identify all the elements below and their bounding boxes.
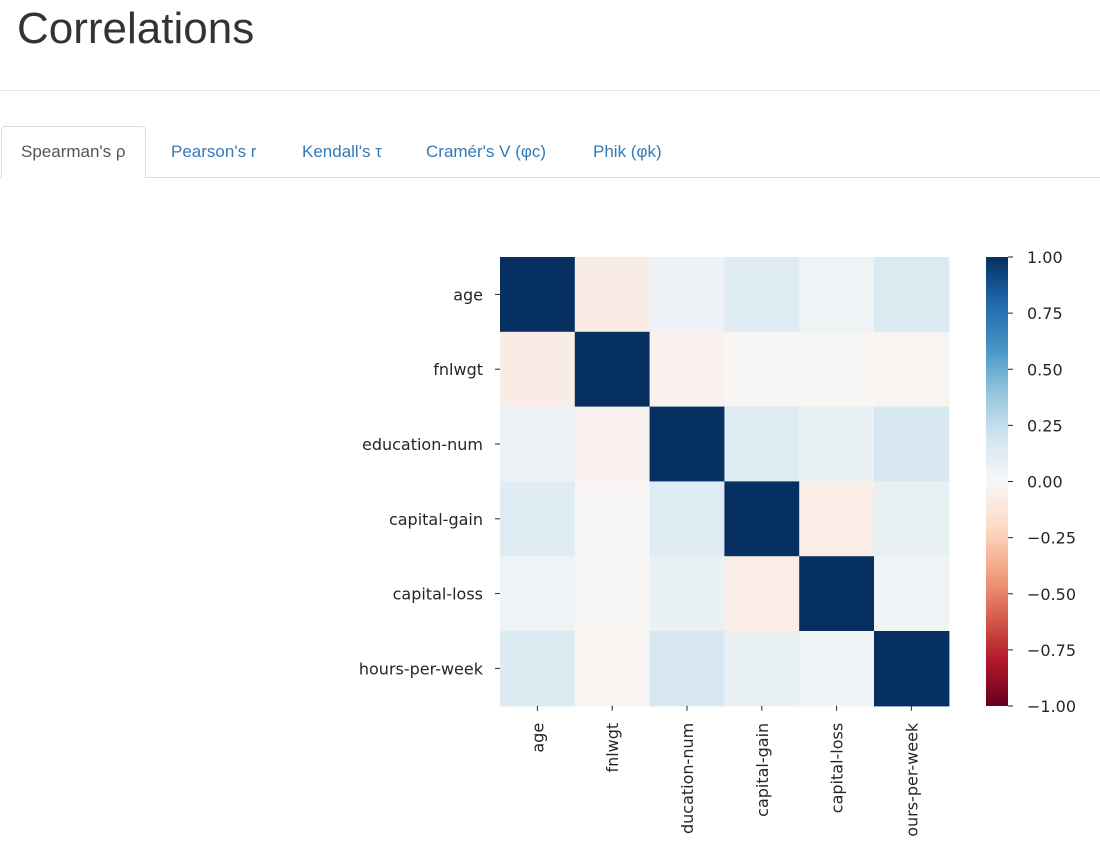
title-divider	[0, 90, 1100, 91]
heatmap-cell-hours-per-week-education-num	[649, 631, 725, 707]
colorbar-tick-label: −0.25	[1027, 529, 1076, 548]
y-tick-label: capital-gain	[389, 510, 483, 529]
tab-phik[interactable]: Phik (φk)	[593, 142, 662, 161]
x-tick-label: capital-gain	[753, 723, 772, 817]
heatmap-cell-hours-per-week-hours-per-week	[874, 631, 950, 707]
heatmap-cell-education-num-age	[500, 406, 576, 482]
tab-cramers-v[interactable]: Cramér's V (φc)	[426, 142, 547, 161]
heatmap-cell-capital-gain-fnlwgt	[574, 481, 651, 557]
x-tick-label: fnlwgt	[603, 723, 622, 773]
colorbar-tick-label: 0.25	[1027, 416, 1063, 435]
y-tick-label: education-num	[362, 435, 483, 454]
heatmap-cell-capital-gain-capital-loss	[799, 481, 875, 557]
heatmap-cell-education-num-education-num	[649, 406, 725, 482]
heatmap-cell-hours-per-week-capital-gain	[724, 631, 800, 707]
x-tick-label: ducation-num	[678, 723, 697, 834]
y-tick-label: fnlwgt	[433, 360, 483, 379]
heatmap-cell-capital-loss-hours-per-week	[874, 556, 950, 632]
heatmap-cell-age-education-num	[649, 257, 725, 333]
heatmap-cell-capital-loss-education-num	[649, 556, 725, 632]
heatmap-cell-education-num-hours-per-week	[874, 406, 950, 482]
tab-kendall[interactable]: Kendall's τ	[302, 142, 382, 161]
heatmap-cell-fnlwgt-hours-per-week	[874, 331, 950, 408]
heatmap-cell-fnlwgt-age	[500, 331, 576, 408]
y-tick-label: hours-per-week	[359, 659, 484, 678]
heatmap-cell-education-num-capital-gain	[724, 406, 800, 482]
colorbar-tick-label: −0.75	[1027, 641, 1076, 660]
heatmap-cell-fnlwgt-capital-gain	[724, 331, 800, 408]
heatmap-cell-capital-gain-hours-per-week	[874, 481, 950, 557]
colorbar-tick-label: 0.00	[1027, 473, 1063, 492]
x-tick-label: ours-per-week	[902, 722, 921, 837]
colorbar-tick-label: 1.00	[1027, 248, 1063, 267]
heatmap-cell-capital-loss-fnlwgt	[574, 556, 651, 632]
heatmap-cell-fnlwgt-education-num	[649, 331, 725, 408]
heatmap-cell-capital-loss-capital-gain	[724, 556, 800, 632]
tab-spearman[interactable]: Spearman's ρ	[1, 126, 146, 179]
heatmap-cell-capital-gain-age	[500, 481, 576, 557]
x-tick-label: capital-loss	[828, 723, 847, 813]
colorbar	[986, 257, 1008, 706]
tab-pearson[interactable]: Pearson's r	[171, 142, 257, 161]
heatmap-cell-age-capital-loss	[799, 257, 875, 333]
colorbar-tick-label: 0.75	[1027, 304, 1063, 323]
heatmap-cell-hours-per-week-capital-loss	[799, 631, 875, 707]
heatmap-cell-fnlwgt-capital-loss	[799, 331, 875, 408]
heatmap-cell-fnlwgt-fnlwgt	[574, 331, 651, 408]
correlation-tabs: Spearman's ρ Pearson's r Kendall's τ Cra…	[0, 126, 1100, 179]
page-title: Correlations	[17, 4, 255, 53]
heatmap-cell-capital-gain-education-num	[649, 481, 725, 557]
colorbar-tick-label: −0.50	[1027, 585, 1076, 604]
heatmap-cell-age-age	[500, 257, 576, 333]
y-tick-label: capital-loss	[393, 585, 483, 604]
y-tick-label: age	[453, 285, 483, 304]
colorbar-tick-label: −1.00	[1027, 697, 1076, 716]
colorbar-tick-label: 0.50	[1027, 360, 1063, 379]
heatmap-cell-education-num-capital-loss	[799, 406, 875, 482]
heatmap-cell-capital-loss-age	[500, 556, 576, 632]
heatmap-cell-education-num-fnlwgt	[574, 406, 651, 482]
heatmap-cell-capital-gain-capital-gain	[724, 481, 800, 557]
heatmap-cell-hours-per-week-fnlwgt	[574, 631, 651, 707]
heatmap-cell-age-hours-per-week	[874, 257, 950, 333]
heatmap-cell-age-capital-gain	[724, 257, 800, 333]
heatmap-cell-hours-per-week-age	[500, 631, 576, 707]
heatmap-cell-age-fnlwgt	[574, 257, 651, 333]
heatmap-cell-capital-loss-capital-loss	[799, 556, 875, 632]
x-tick-label: age	[528, 723, 547, 753]
